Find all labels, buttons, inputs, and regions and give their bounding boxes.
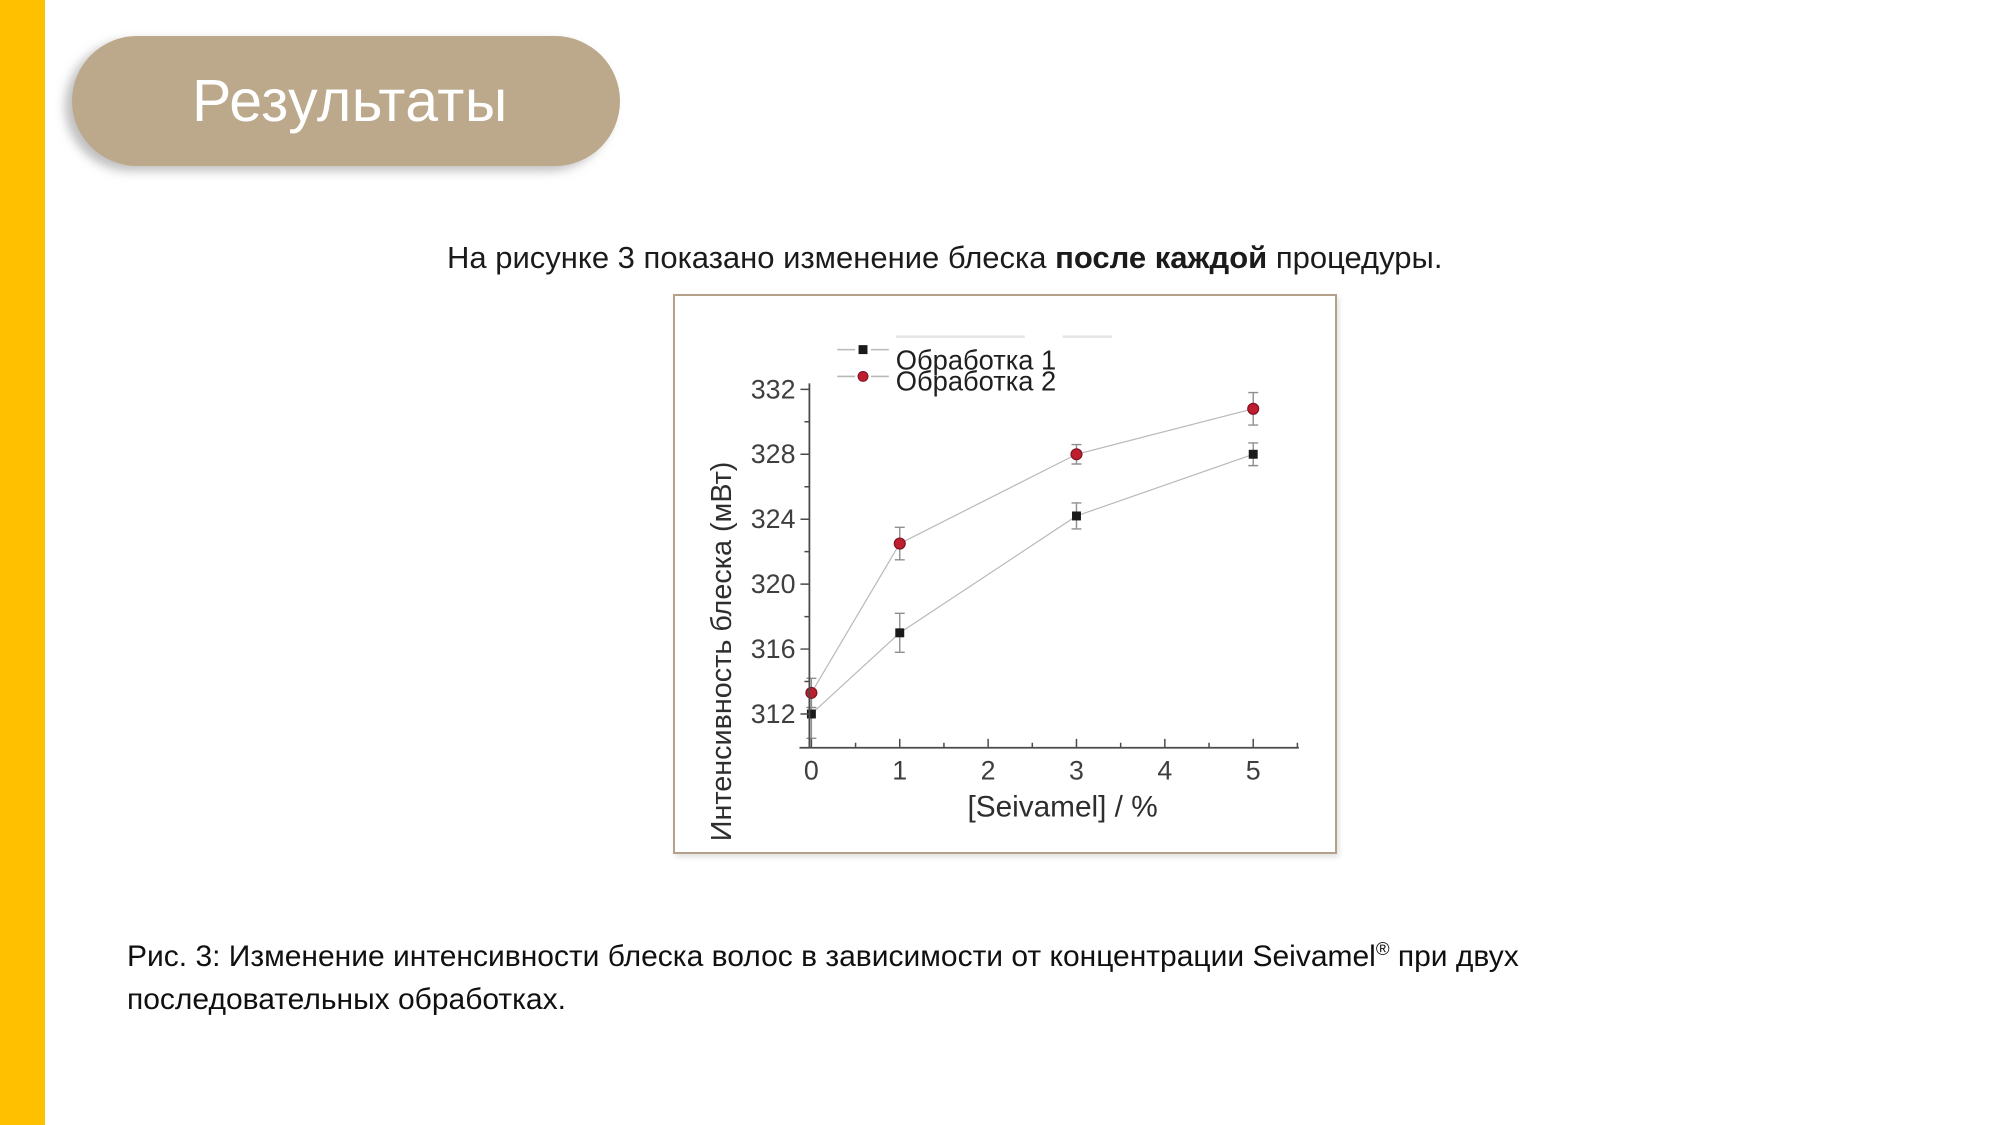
data-marker-circle xyxy=(1247,402,1260,415)
legend-label: Обработка 2 xyxy=(896,365,1056,396)
x-tick-label: 2 xyxy=(981,756,996,786)
legend-label: Обработка 1 xyxy=(896,344,1056,375)
y-axis-title: Интенсивность блеска (мВт) xyxy=(706,462,738,842)
intro-text: На рисунке 3 показано изменение блеска п… xyxy=(447,240,1442,276)
intro-pre: На рисунке 3 показано изменение блеска xyxy=(447,240,1056,275)
title-pill: Результаты xyxy=(72,36,620,166)
data-marker-square xyxy=(895,628,905,638)
data-marker-square xyxy=(1072,511,1081,521)
y-tick-label: 324 xyxy=(751,504,796,534)
legend-marker-circle xyxy=(857,370,869,382)
intro-post: процедуры. xyxy=(1267,240,1443,275)
caption-line1-post: при двух xyxy=(1389,940,1519,973)
data-marker-circle xyxy=(1070,448,1083,461)
series-line xyxy=(810,408,1254,694)
axes xyxy=(799,383,1299,749)
figure-3: 0 1 2 3 4 5 312 316 320 324 328 332 [Seivamel] / % Ин… xyxy=(673,294,1337,854)
registered-mark: ® xyxy=(1375,938,1390,959)
series-1 xyxy=(806,442,1259,740)
left-accent-bar xyxy=(0,0,45,1125)
x-tick-label: 0 xyxy=(804,756,819,786)
legend-marker-square xyxy=(858,345,868,355)
series-line xyxy=(810,453,1254,715)
intro-bold: после каждой xyxy=(1055,240,1268,275)
caption-line2: последовательных обработках. xyxy=(127,982,566,1016)
figure-caption: Рис. 3: Изменение интенсивности блеска в… xyxy=(127,936,1627,1022)
x-tick-label: 1 xyxy=(892,756,907,786)
data-marker-square xyxy=(806,709,816,719)
x-axis-title: [Seivamel] / % xyxy=(967,790,1157,823)
x-tick-label: 3 xyxy=(1069,756,1084,786)
tick-marks xyxy=(800,388,1299,748)
series-2 xyxy=(805,391,1260,709)
x-tick-label: 4 xyxy=(1157,756,1172,786)
y-tick-label: 312 xyxy=(751,699,796,729)
x-tick-label: 5 xyxy=(1246,756,1261,786)
tick-labels: 0 1 2 3 4 5 312 316 320 324 328 332 xyxy=(751,374,1261,785)
data-marker-circle xyxy=(893,537,906,550)
y-tick-label: 316 xyxy=(751,634,796,664)
shine-intensity-chart: 0 1 2 3 4 5 312 316 320 324 328 332 [Seivamel] / % Ин… xyxy=(706,335,1299,842)
data-marker-circle xyxy=(805,686,818,699)
y-tick-label: 328 xyxy=(751,439,796,469)
caption-line1-pre: Рис. 3: Изменение интенсивности блеска в… xyxy=(127,940,1376,973)
y-tick-label: 320 xyxy=(751,569,796,599)
y-tick-label: 332 xyxy=(751,374,796,404)
data-marker-square xyxy=(1248,449,1258,459)
slide-title: Результаты xyxy=(192,68,508,134)
